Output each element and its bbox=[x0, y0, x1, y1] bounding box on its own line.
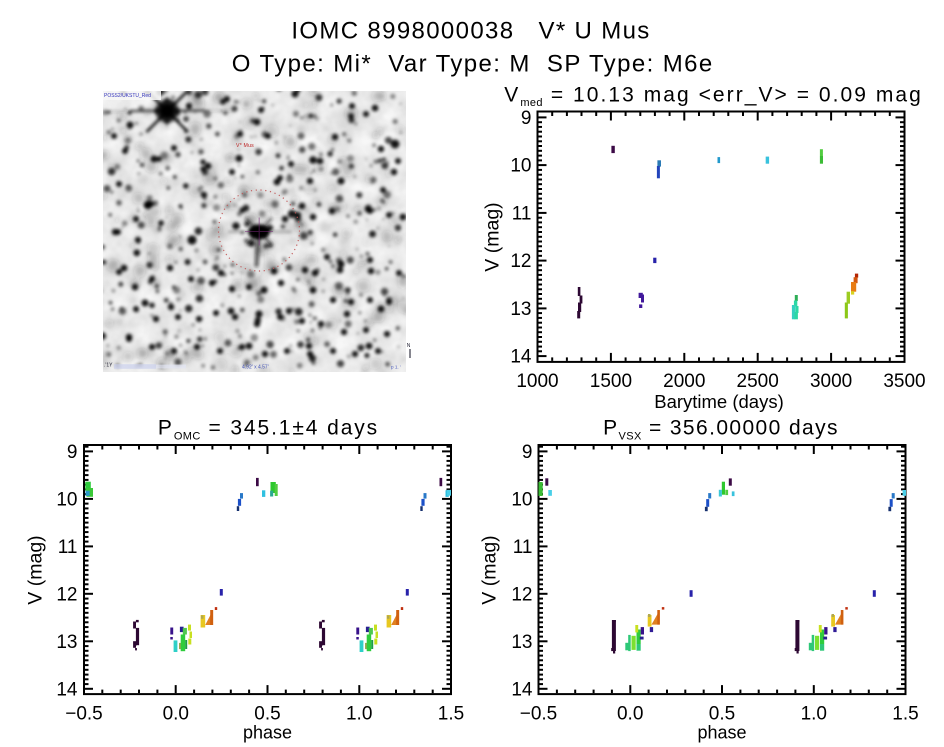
svg-text:12: 12 bbox=[56, 584, 77, 605]
svg-text:13: 13 bbox=[510, 299, 531, 320]
svg-text:3500: 3500 bbox=[883, 371, 925, 392]
svg-text:2500: 2500 bbox=[737, 371, 779, 392]
svg-text:9: 9 bbox=[67, 442, 78, 463]
svg-text:13: 13 bbox=[56, 632, 77, 653]
svg-text:10: 10 bbox=[510, 156, 531, 177]
svg-text:14: 14 bbox=[511, 679, 533, 700]
svg-text:−0.5: −0.5 bbox=[65, 703, 103, 724]
svg-text:0.5: 0.5 bbox=[254, 703, 280, 724]
svg-text:9: 9 bbox=[521, 108, 532, 129]
svg-text:14: 14 bbox=[510, 347, 532, 368]
svg-text:10: 10 bbox=[511, 490, 532, 511]
svg-text:PVSX = 356.00000 days: PVSX = 356.00000 days bbox=[603, 416, 839, 442]
svg-text:p 1. ′: p 1. ′ bbox=[391, 364, 401, 369]
svg-text:−0.5: −0.5 bbox=[520, 703, 558, 724]
svg-text:12: 12 bbox=[511, 584, 532, 605]
svg-text:13: 13 bbox=[511, 632, 532, 653]
svg-text:1.5: 1.5 bbox=[892, 703, 918, 724]
svg-text:4.92' x 4.57': 4.92' x 4.57' bbox=[242, 364, 269, 370]
svg-text:V (mag): V (mag) bbox=[25, 535, 47, 604]
svg-text:10: 10 bbox=[56, 490, 77, 511]
svg-text:O Type: Mi* Var Type: M SP T: O Type: Mi* Var Type: M SP Type: M6e bbox=[232, 50, 714, 77]
svg-text:9: 9 bbox=[522, 442, 533, 463]
svg-text:1.5: 1.5 bbox=[438, 703, 464, 724]
svg-text:11: 11 bbox=[512, 204, 532, 225]
svg-text:0.0: 0.0 bbox=[617, 703, 643, 724]
svg-text:11: 11 bbox=[513, 537, 533, 558]
svg-text:12: 12 bbox=[510, 251, 531, 272]
svg-text:POSS2/UKSTU_Red: POSS2/UKSTU_Red bbox=[104, 93, 151, 99]
svg-text:1500: 1500 bbox=[590, 371, 632, 392]
svg-text:V (mag): V (mag) bbox=[482, 202, 504, 271]
svg-text:0.5: 0.5 bbox=[709, 703, 735, 724]
svg-text:V (mag): V (mag) bbox=[479, 535, 501, 604]
svg-text:1.0: 1.0 bbox=[346, 703, 372, 724]
svg-text:Barytime (days): Barytime (days) bbox=[654, 391, 784, 412]
svg-text:11: 11 bbox=[58, 537, 78, 558]
svg-text:.'1Y: .'1Y bbox=[104, 363, 113, 369]
svg-text:phase: phase bbox=[697, 723, 746, 743]
svg-text:V* Mus: V* Mus bbox=[236, 143, 254, 149]
svg-text:N: N bbox=[407, 343, 411, 349]
svg-text:2000: 2000 bbox=[663, 371, 705, 392]
svg-text:phase: phase bbox=[243, 723, 292, 743]
svg-text:0.0: 0.0 bbox=[163, 703, 189, 724]
svg-text:1000: 1000 bbox=[516, 371, 558, 392]
svg-text:Vmed = 10.13 mag <err_V> = 0.0: Vmed = 10.13 mag <err_V> = 0.09 mag bbox=[504, 83, 923, 109]
svg-text:3000: 3000 bbox=[810, 371, 852, 392]
svg-text:IOMC 8998000038 V* U Mus: IOMC 8998000038 V* U Mus bbox=[291, 17, 650, 44]
svg-text:1.0: 1.0 bbox=[801, 703, 827, 724]
svg-text:14: 14 bbox=[56, 679, 78, 700]
